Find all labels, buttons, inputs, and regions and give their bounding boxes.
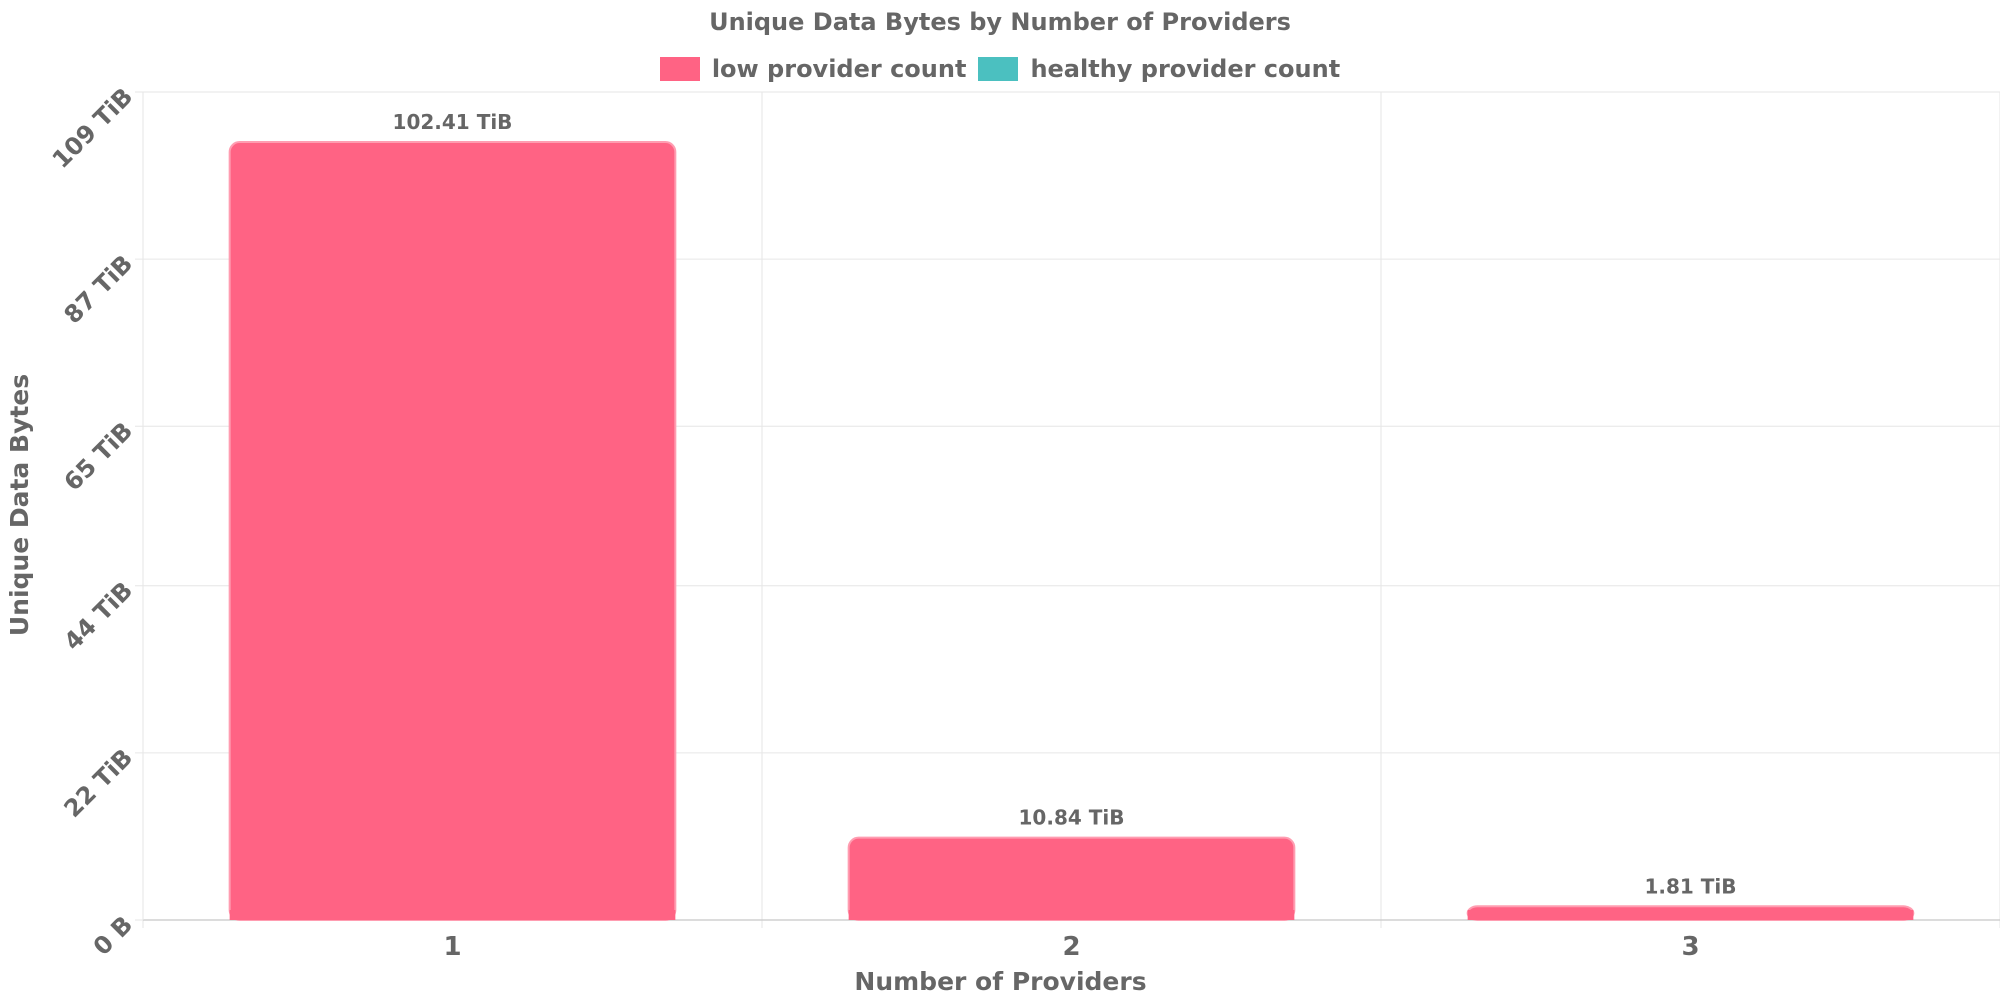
x-tick-label-1: 1: [443, 932, 461, 962]
x-tick-label-3: 3: [1681, 932, 1699, 962]
legend: low provider count healthy provider coun…: [0, 55, 2000, 83]
y-tick-label: 44 TiB: [59, 576, 139, 656]
bar-2: [847, 836, 1296, 921]
x-axis-title: Number of Providers: [854, 967, 1146, 996]
legend-swatch-low: [659, 57, 700, 81]
data-label-1: 102.41 TiB: [393, 110, 513, 134]
legend-item-low[interactable]: low provider count: [659, 55, 967, 83]
data-label-3: 1.81 TiB: [1644, 874, 1736, 898]
y-tick-label: 109 TiB: [47, 82, 138, 173]
bar-base-1: [229, 910, 676, 920]
y-tick-label: 65 TiB: [59, 417, 139, 497]
bar-base-3: [1467, 910, 1914, 920]
chart-title: Unique Data Bytes by Number of Providers: [709, 8, 1291, 36]
bar-base-2: [848, 910, 1295, 920]
y-tick-label: 22 TiB: [59, 743, 139, 823]
y-tick-label: 87 TiB: [59, 250, 139, 330]
legend-item-healthy[interactable]: healthy provider count: [978, 55, 1340, 83]
bar-1: [228, 141, 677, 921]
legend-label-healthy: healthy provider count: [1030, 55, 1341, 83]
x-tick-label-2: 2: [1062, 932, 1080, 962]
y-axis-title: Unique Data Bytes: [5, 374, 34, 636]
legend-label-low: low provider count: [711, 55, 967, 83]
data-label-2: 10.84 TiB: [1019, 806, 1125, 830]
legend-swatch-healthy: [978, 57, 1019, 81]
y-tick-label: 0 B: [88, 910, 138, 960]
